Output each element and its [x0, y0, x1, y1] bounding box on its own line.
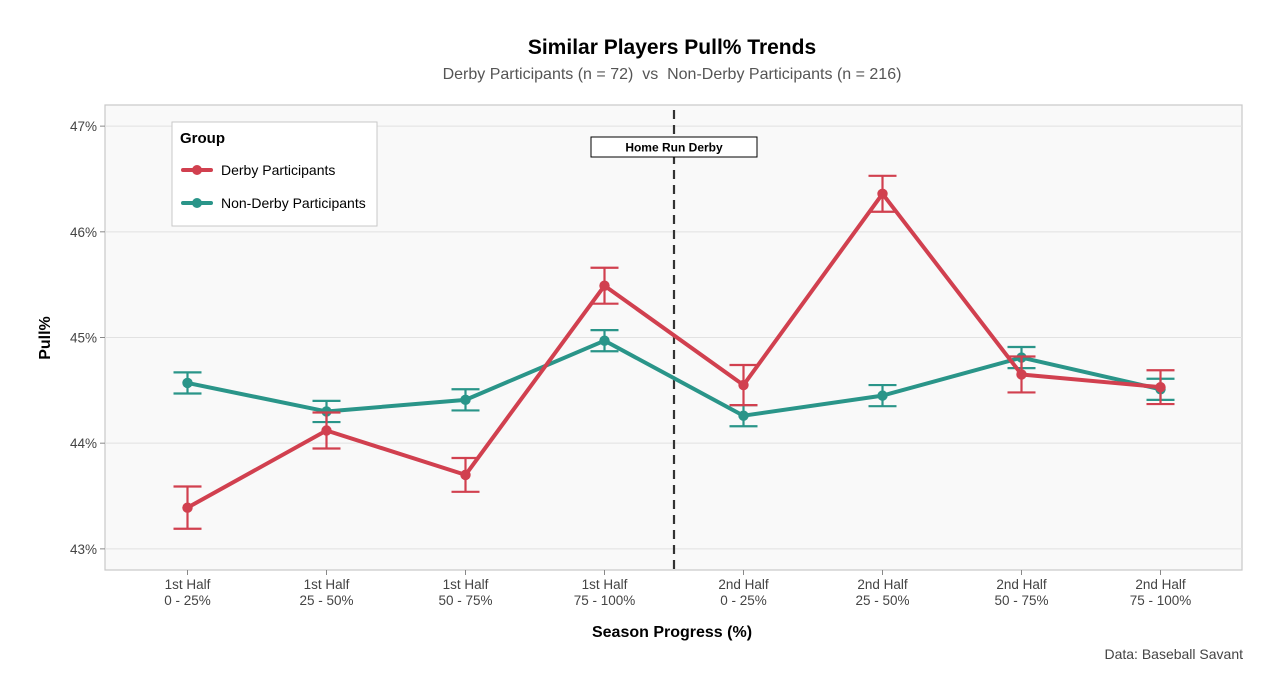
y-tick-label: 43% [70, 542, 97, 557]
home-run-derby-label-box [590, 136, 758, 158]
series-line [185, 338, 1163, 418]
y-axis-ticks: 43% 44% 45% 46% 47% [70, 119, 105, 557]
x-tick-label: 0 - 25% [720, 593, 767, 608]
y-axis-title: Pull% [37, 316, 54, 360]
x-tick-label: 2nd Half [718, 577, 769, 592]
x-tick-label: 2nd Half [857, 577, 908, 592]
home-run-derby-label: Home Run Derby [625, 141, 723, 155]
series-layer [173, 174, 1175, 530]
legend-point-swatch [192, 198, 202, 208]
y-tick-label: 44% [70, 436, 97, 451]
data-point [599, 335, 610, 346]
legend-label: Derby Participants [221, 162, 335, 178]
data-point [460, 394, 471, 406]
chart-title: Similar Players Pull% Trends [528, 36, 816, 59]
data-point [1016, 369, 1027, 380]
legend-label: Non-Derby Participants [221, 195, 366, 211]
data-point [877, 188, 888, 199]
x-tick-label: 50 - 75% [438, 593, 492, 608]
data-point [877, 390, 888, 401]
data-point [738, 410, 749, 421]
x-tick-label: 75 - 100% [1130, 593, 1192, 608]
x-tick-label: 2nd Half [996, 577, 1047, 592]
x-tick-label: 1st Half [443, 577, 489, 592]
x-tick-label: 1st Half [582, 577, 628, 592]
x-tick-label: 50 - 75% [994, 593, 1048, 608]
x-tick-label: 2nd Half [1135, 577, 1186, 592]
legend-item: Derby Participants [181, 162, 335, 178]
data-point [599, 280, 610, 291]
legend-point-swatch [192, 165, 202, 175]
data-point [182, 502, 193, 513]
x-tick-label: 0 - 25% [164, 593, 211, 608]
y-tick-label: 47% [70, 119, 97, 134]
series-line [185, 191, 1163, 510]
series-non-derby-participants [173, 329, 1175, 428]
y-tick-label: 45% [70, 331, 97, 346]
x-tick-label: 1st Half [165, 577, 211, 592]
series-derby-participants [173, 174, 1175, 530]
legend: Group Derby Participants Non-Derby Partic… [171, 121, 378, 227]
chart-subtitle: Derby Participants (n = 72) vs Non-Derby… [443, 66, 902, 83]
x-tick-label: 25 - 50% [299, 593, 353, 608]
x-tick-label: 75 - 100% [574, 593, 636, 608]
legend-title: Group [180, 130, 225, 147]
legend-item: Non-Derby Participants [181, 195, 366, 211]
data-point [321, 425, 332, 436]
data-point [460, 469, 471, 481]
y-tick-label: 46% [70, 225, 97, 240]
data-point [1155, 381, 1166, 393]
chart-caption: Data: Baseball Savant [1104, 646, 1243, 662]
x-axis-title: Season Progress (%) [592, 624, 752, 641]
data-point [738, 379, 749, 391]
x-tick-label: 25 - 50% [855, 593, 909, 608]
data-point [182, 377, 193, 389]
x-tick-label: 1st Half [304, 577, 350, 592]
legend-box [171, 121, 378, 227]
